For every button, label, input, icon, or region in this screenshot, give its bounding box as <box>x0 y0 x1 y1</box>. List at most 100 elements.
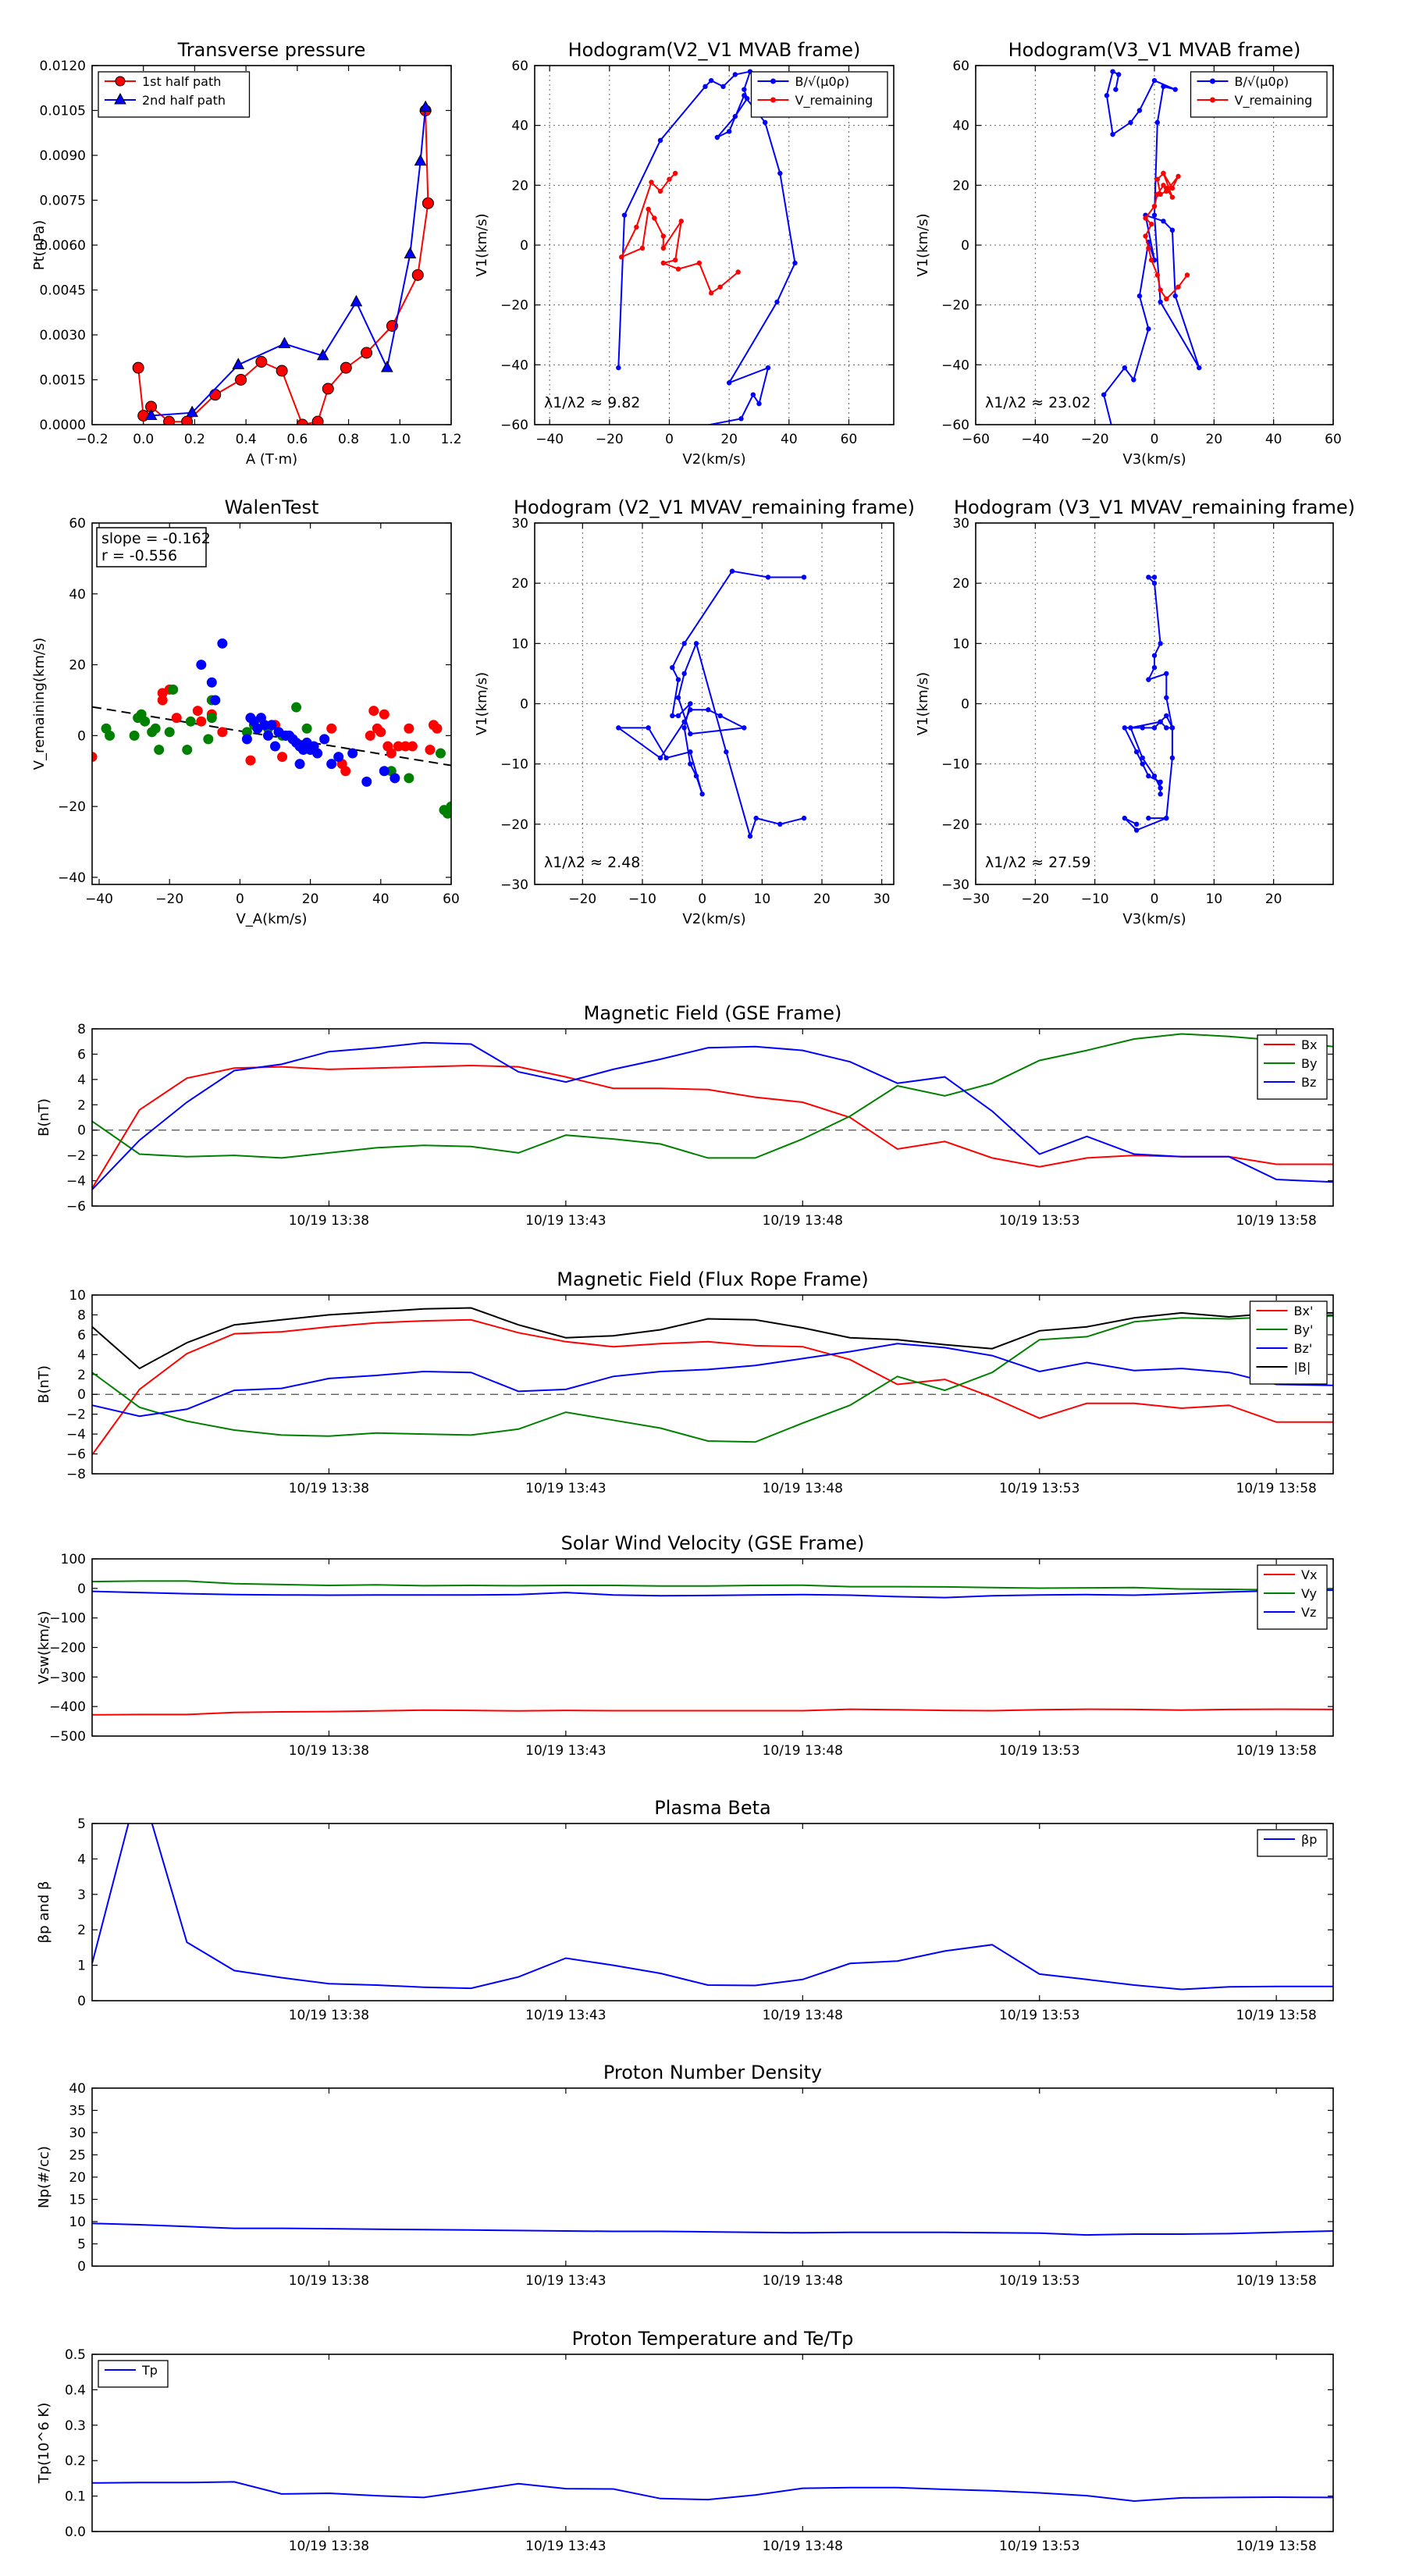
data-point <box>702 84 708 90</box>
y-tick-label: 100 <box>61 1552 86 1567</box>
x-tick-label: 60 <box>841 432 858 447</box>
data-point <box>294 759 305 770</box>
data-point <box>681 719 687 724</box>
data-point <box>742 725 747 731</box>
legend-label: Bz' <box>1294 1341 1313 1356</box>
x-tick-label: 10/19 13:58 <box>1236 2008 1316 2023</box>
plot-data <box>1101 69 1202 425</box>
x-tick-label: 0.2 <box>184 432 205 447</box>
legend-label: βp <box>1301 1832 1317 1847</box>
chart-panel-8: Solar Wind Velocity (GSE Frame) 10/19 13:… <box>36 1532 1334 1759</box>
y-tick-label: 10 <box>69 2215 86 2230</box>
stats-box <box>96 527 207 568</box>
legend-marker <box>1210 97 1215 103</box>
data-point <box>206 713 217 724</box>
data-point <box>203 734 214 745</box>
y-tick-label: −400 <box>49 1699 86 1715</box>
chart-title: Magnetic Field (GSE Frame) <box>584 1002 842 1024</box>
data-point <box>1151 203 1158 209</box>
y-tick-label: 1 <box>77 1959 86 1974</box>
y-tick-label: −20 <box>941 298 969 314</box>
x-tick-label: −0.2 <box>76 432 108 447</box>
data-point <box>361 347 373 359</box>
y-tick-label: −10 <box>500 757 528 773</box>
data-point <box>720 84 726 90</box>
y-tick-label: 0 <box>77 728 86 744</box>
data-point <box>670 713 675 719</box>
y-tick-label: 40 <box>952 119 969 134</box>
y-tick-label: 0.1 <box>65 2489 86 2505</box>
y-tick-label: 2 <box>77 1098 86 1113</box>
data-point <box>726 129 732 134</box>
y-axis-label: V1(km/s) <box>915 672 931 735</box>
data-point <box>672 257 678 263</box>
data-point <box>1169 185 1176 191</box>
chart-panel-9: Plasma Beta 10/19 13:38 10/19 13:43 10/19 1… <box>36 1797 1334 2023</box>
data-point <box>1122 725 1128 731</box>
data-point <box>326 723 337 734</box>
y-tick-label: −2 <box>66 1407 86 1423</box>
plot-data <box>92 1823 1333 1991</box>
data-point <box>150 723 161 734</box>
data-point <box>291 702 302 713</box>
data-point <box>652 215 657 221</box>
x-tick-label: −40 <box>535 432 564 447</box>
y-tick-label: 4 <box>77 1347 86 1363</box>
y-axis-label: V_remaining(km/s) <box>31 638 48 770</box>
x-tick-label: 60 <box>443 891 460 907</box>
plot-data <box>92 1033 1333 1190</box>
legend-frame <box>1249 1300 1328 1385</box>
data-point <box>1151 773 1158 779</box>
data-point <box>688 749 693 755</box>
y-tick-label: 20 <box>69 2170 86 2186</box>
y-axis-label: Vsw(km/s) <box>36 1611 52 1685</box>
data-point <box>646 206 651 212</box>
data-point <box>379 709 389 720</box>
data-point <box>154 745 165 756</box>
data-point <box>696 260 702 266</box>
data-point <box>1146 677 1151 682</box>
data-point <box>639 245 646 251</box>
y-tick-label: −20 <box>500 298 528 314</box>
data-point <box>375 727 386 738</box>
plot-data <box>92 1580 1333 1716</box>
legend-marker <box>115 76 126 87</box>
data-point <box>1164 725 1169 731</box>
data-point <box>646 725 651 731</box>
plot-frame <box>534 65 895 425</box>
y-tick-label: 0.0045 <box>40 283 86 299</box>
x-tick-label: 10/19 13:43 <box>525 2539 606 2554</box>
y-axis-label: Tp(10^6 K) <box>36 2403 52 2484</box>
data-point <box>301 723 312 734</box>
y-tick-label: 25 <box>69 2148 86 2164</box>
x-tick-label: 10/19 13:48 <box>763 2008 843 2023</box>
y-tick-label: 4 <box>77 1852 86 1867</box>
data-point <box>411 269 424 281</box>
data-point <box>210 695 221 706</box>
legend: B/√(μ0ρ) V_remaining <box>750 71 888 118</box>
y-tick-label: 30 <box>511 516 528 532</box>
plot-frame <box>91 522 452 885</box>
data-point <box>1140 725 1145 731</box>
data-point <box>1131 377 1136 382</box>
x-axis-label: V_A(km/s) <box>236 911 307 927</box>
legend-label: Vz <box>1301 1605 1316 1620</box>
x-tick-label: 10/19 13:38 <box>289 2008 369 2023</box>
y-tick-label: 20 <box>952 178 969 194</box>
data-point <box>699 792 705 797</box>
series-line <box>92 1580 1333 1591</box>
data-point <box>1133 821 1140 827</box>
data-point <box>777 170 783 176</box>
legend-label: V_remaining <box>795 93 873 109</box>
y-tick-label: 2 <box>77 1368 86 1383</box>
x-tick-label: 20 <box>720 432 738 447</box>
x-tick-label: 10/19 13:48 <box>763 2539 843 2554</box>
x-tick-label: 0.8 <box>338 432 359 447</box>
x-tick-label: 10/19 13:43 <box>525 2273 606 2289</box>
data-point <box>1176 284 1181 290</box>
legend-label: Tp <box>141 2363 158 2378</box>
data-point <box>435 748 446 759</box>
data-point <box>667 176 672 182</box>
data-point <box>105 730 116 741</box>
data-point <box>649 180 654 185</box>
